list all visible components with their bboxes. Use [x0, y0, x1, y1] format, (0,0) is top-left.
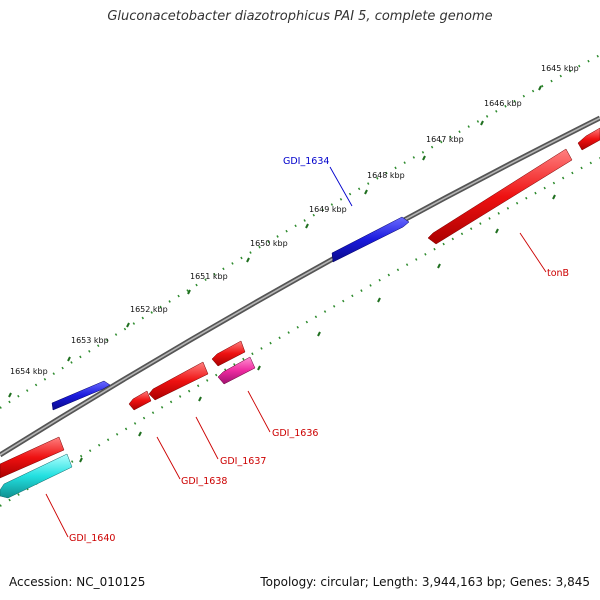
- ruler-label-1648: 1648 kbp: [367, 171, 405, 180]
- ruler-label-1647: 1647 kbp: [426, 135, 464, 144]
- label-tonb: tonB: [547, 268, 569, 279]
- gene-gdi-1640[interactable]: [0, 453, 73, 499]
- ruler-label-1653: 1653 kbp: [71, 336, 109, 345]
- gene-red-small-upper[interactable]: [211, 340, 246, 367]
- map-title: Gluconacetobacter diazotrophicus PAI 5, …: [107, 9, 493, 24]
- label-gdi-1640: GDI_1640: [69, 533, 115, 544]
- gene-blue-left[interactable]: [51, 380, 111, 411]
- label-gdi-1637: GDI_1637: [220, 456, 266, 467]
- ruler-label-1652: 1652 kbp: [130, 305, 168, 314]
- gene-red-lower-left[interactable]: [0, 436, 65, 479]
- gene-gdi-1637[interactable]: [148, 361, 209, 401]
- label-gdi-1636: GDI_1636: [272, 428, 318, 439]
- genome-summary-text: Topology: circular; Length: 3,944,163 bp…: [260, 575, 590, 589]
- inner-ruler-ticks: [79, 194, 556, 463]
- gene-gdi-1638[interactable]: [128, 390, 152, 411]
- gene-red-edge[interactable]: [577, 127, 600, 151]
- gene-tonb[interactable]: [427, 148, 573, 245]
- accession-text: Accession: NC_010125: [9, 575, 146, 589]
- label-leaders: [45, 166, 547, 538]
- outer-ruler-ticks: [8, 85, 542, 398]
- outer-ruler: [0, 54, 600, 409]
- label-gdi-1638: GDI_1638: [181, 476, 227, 487]
- genome-backbone: [0, 115, 600, 458]
- ruler-label-1645: 1645 kbp: [541, 64, 579, 73]
- gene-gdi-1636[interactable]: [217, 356, 256, 385]
- label-gdi-1634: GDI_1634: [283, 156, 329, 167]
- ruler-label-1646: 1646 kbp: [484, 99, 522, 108]
- genome-backbone-highlight: [0, 117, 600, 456]
- inner-ruler: [0, 157, 600, 507]
- ruler-label-1649: 1649 kbp: [309, 205, 347, 214]
- gene-gdi-1634[interactable]: [331, 216, 410, 263]
- ruler-label-1650: 1650 kbp: [250, 239, 288, 248]
- ruler-label-1651: 1651 kbp: [190, 272, 228, 281]
- ruler-label-1654: 1654 kbp: [10, 367, 48, 376]
